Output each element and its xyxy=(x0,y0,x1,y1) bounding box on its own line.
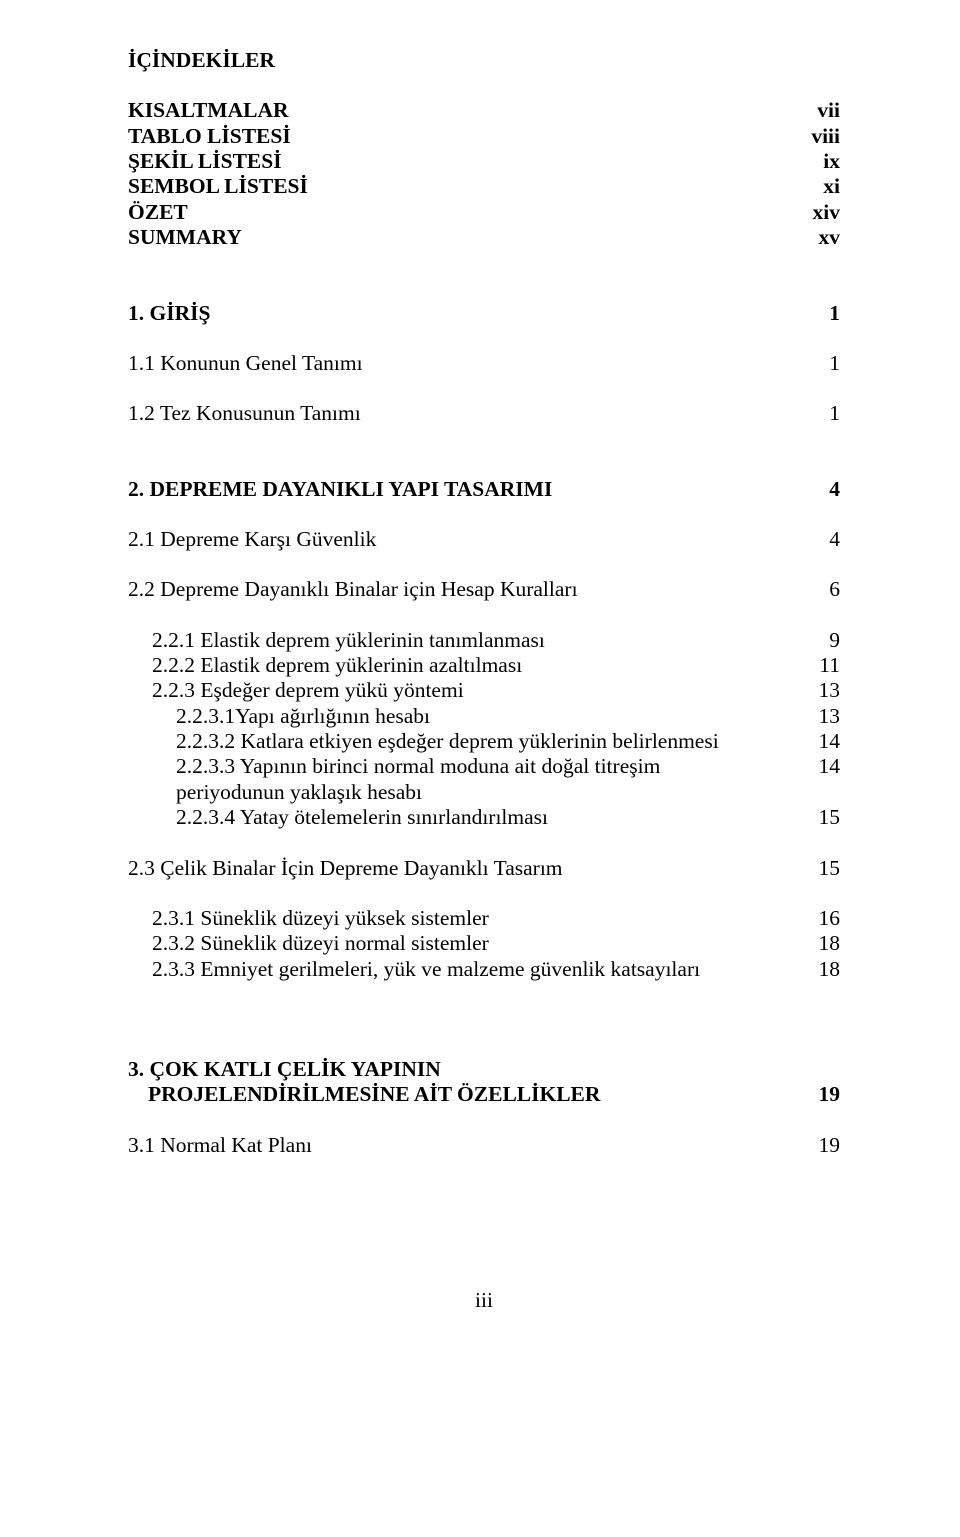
toc-entry-wrap-cont: periyodunun yaklaşık hesabı xyxy=(128,780,840,805)
toc-page-number: 13 xyxy=(795,678,841,703)
toc-title: İÇİNDEKİLER xyxy=(128,48,840,73)
toc-section-head: 1. GİRİŞ 1 xyxy=(128,301,840,326)
toc-page-number: 1 xyxy=(805,351,840,376)
toc-page-number: 14 xyxy=(795,729,841,754)
toc-label: 1.2 Tez Konusunun Tanımı xyxy=(128,401,805,426)
toc-entry: 2.2.1 Elastik deprem yüklerinin tanımlan… xyxy=(128,628,840,653)
toc-page-number: 9 xyxy=(805,628,840,653)
toc-label: 2.2.1 Elastik deprem yüklerinin tanımlan… xyxy=(152,628,805,653)
toc-page-number: 4 xyxy=(805,477,840,502)
toc-page-number: 18 xyxy=(795,957,841,982)
toc-label: 2.2.3.2 Katlara etkiyen eşdeğer deprem y… xyxy=(176,729,795,754)
toc-page-number: xv xyxy=(795,225,841,250)
toc-page: İÇİNDEKİLER KISALTMALAR vii TABLO LİSTES… xyxy=(0,0,960,1537)
toc-entry: ŞEKİL LİSTESİ ix xyxy=(128,149,840,174)
toc-entry: 2.2.2 Elastik deprem yüklerinin azaltılm… xyxy=(128,653,840,678)
toc-entry: KISALTMALAR vii xyxy=(128,98,840,123)
toc-entry: 2.2 Depreme Dayanıklı Binalar için Hesap… xyxy=(128,577,840,602)
toc-page-number: 15 xyxy=(795,856,841,881)
toc-label: 2.2 Depreme Dayanıklı Binalar için Hesap… xyxy=(128,577,805,602)
toc-entry: ÖZET xiv xyxy=(128,200,840,225)
toc-label: 1.1 Konunun Genel Tanımı xyxy=(128,351,805,376)
toc-label: SEMBOL LİSTESİ xyxy=(128,174,799,199)
toc-label: 2.2.3.3 Yapının birinci normal moduna ai… xyxy=(176,754,795,779)
toc-page-number: 11 xyxy=(795,653,840,678)
toc-label: PROJELENDİRİLMESİNE AİT ÖZELLİKLER xyxy=(148,1082,795,1107)
toc-page-number: 4 xyxy=(805,527,840,552)
toc-label: 2.2.3.1Yapı ağırlığının hesabı xyxy=(176,704,795,729)
toc-page-number: viii xyxy=(787,124,840,149)
toc-label: ÖZET xyxy=(128,200,789,225)
toc-page-number: xi xyxy=(799,174,840,199)
toc-label: ŞEKİL LİSTESİ xyxy=(128,149,799,174)
toc-label: KISALTMALAR xyxy=(128,98,793,123)
toc-entry: 2.2.3.1Yapı ağırlığının hesabı 13 xyxy=(128,704,840,729)
toc-page-number: 19 xyxy=(795,1082,841,1107)
toc-label: 2.3.1 Süneklik düzeyi yüksek sistemler xyxy=(152,906,795,931)
toc-page-number: 1 xyxy=(805,401,840,426)
toc-label: 3.1 Normal Kat Planı xyxy=(128,1133,795,1158)
toc-page-number: 6 xyxy=(805,577,840,602)
toc-entry: 1.1 Konunun Genel Tanımı 1 xyxy=(128,351,840,376)
toc-page-number: 15 xyxy=(795,805,841,830)
toc-label: 2.2.3.4 Yatay ötelemelerin sınırlandırıl… xyxy=(176,805,795,830)
toc-label: SUMMARY xyxy=(128,225,795,250)
toc-entry: 2.3.2 Süneklik düzeyi normal sistemler 1… xyxy=(128,931,840,956)
toc-entry: 2.2.3.4 Yatay ötelemelerin sınırlandırıl… xyxy=(128,805,840,830)
toc-entry: SUMMARY xv xyxy=(128,225,840,250)
toc-page-number: 18 xyxy=(795,931,841,956)
toc-section-head-line1: 3. ÇOK KATLI ÇELİK YAPININ xyxy=(128,1057,840,1082)
toc-label: 2.1 Depreme Karşı Güvenlik xyxy=(128,527,805,552)
toc-label: 2.3 Çelik Binalar İçin Depreme Dayanıklı… xyxy=(128,856,795,881)
toc-page-number: 1 xyxy=(805,301,840,326)
toc-page-number: 19 xyxy=(795,1133,841,1158)
toc-page-number: 14 xyxy=(795,754,841,779)
toc-page-number: ix xyxy=(799,149,840,174)
toc-label-cont: periyodunun yaklaşık hesabı xyxy=(176,780,422,804)
toc-label: TABLO LİSTESİ xyxy=(128,124,787,149)
toc-label: 2.3.2 Süneklik düzeyi normal sistemler xyxy=(152,931,795,956)
toc-section-head: 2. DEPREME DAYANIKLI YAPI TASARIMI 4 xyxy=(128,477,840,502)
toc-entry-wrap: 2.2.3.3 Yapının birinci normal moduna ai… xyxy=(128,754,840,779)
toc-label: 1. GİRİŞ xyxy=(128,301,805,326)
toc-entry: 2.2.3.2 Katlara etkiyen eşdeğer deprem y… xyxy=(128,729,840,754)
toc-page-number: xiv xyxy=(789,200,840,225)
toc-entry: SEMBOL LİSTESİ xi xyxy=(128,174,840,199)
toc-entry: 2.3.3 Emniyet gerilmeleri, yük ve malzem… xyxy=(128,957,840,982)
toc-entry: 2.1 Depreme Karşı Güvenlik 4 xyxy=(128,527,840,552)
toc-label: 2.3.3 Emniyet gerilmeleri, yük ve malzem… xyxy=(152,957,795,982)
toc-page-number: 16 xyxy=(795,906,841,931)
toc-label: 2.2.2 Elastik deprem yüklerinin azaltılm… xyxy=(152,653,795,678)
toc-entry: 2.3.1 Süneklik düzeyi yüksek sistemler 1… xyxy=(128,906,840,931)
toc-entry: 1.2 Tez Konusunun Tanımı 1 xyxy=(128,401,840,426)
toc-page-number: 13 xyxy=(795,704,841,729)
toc-entry: 2.3 Çelik Binalar İçin Depreme Dayanıklı… xyxy=(128,856,840,881)
toc-label: 2.2.3 Eşdeğer deprem yükü yöntemi xyxy=(152,678,795,703)
toc-label: 2. DEPREME DAYANIKLI YAPI TASARIMI xyxy=(128,477,805,502)
toc-entry: 2.2.3 Eşdeğer deprem yükü yöntemi 13 xyxy=(128,678,840,703)
toc-entry: 3.1 Normal Kat Planı 19 xyxy=(128,1133,840,1158)
toc-section-head-line2: PROJELENDİRİLMESİNE AİT ÖZELLİKLER 19 xyxy=(128,1082,840,1107)
toc-entry: TABLO LİSTESİ viii xyxy=(128,124,840,149)
toc-page-number: vii xyxy=(793,98,840,123)
page-number: iii xyxy=(128,1288,840,1313)
